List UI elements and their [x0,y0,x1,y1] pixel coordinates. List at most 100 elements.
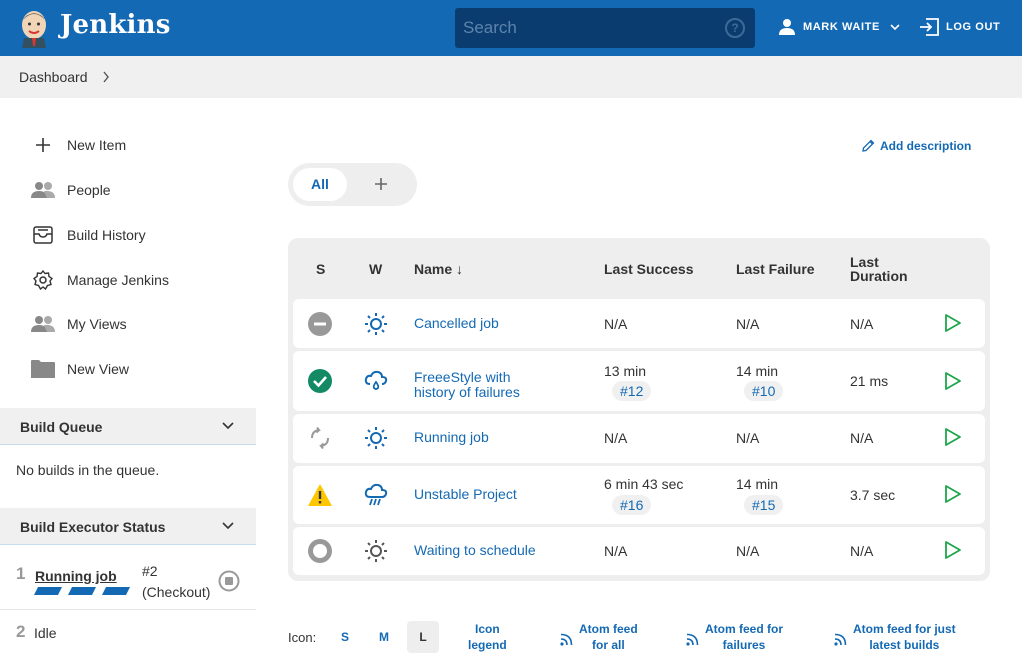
logout-link[interactable]: LOG OUT [918,18,1000,36]
add-description-label: Add description [880,139,972,153]
chevron-down-icon[interactable] [222,421,234,431]
executor-number: 2 [16,622,26,641]
job-link-freestyle[interactable]: FreeeStyle with history of failures [414,370,520,400]
add-description-link[interactable]: Add description [861,139,971,153]
task-build-history[interactable]: Build History [30,223,146,247]
icon-legend-link[interactable]: Icon legend [468,621,507,653]
job-link-waiting[interactable]: Waiting to schedule [414,542,536,558]
column-header-last-success[interactable]: Last Success [604,261,694,277]
rain-weather-icon[interactable] [364,369,388,393]
build-link[interactable]: #10 [744,381,784,401]
job-link-unstable[interactable]: Unstable Project [414,486,517,502]
column-header-status[interactable]: S [316,261,326,277]
executor-job-link[interactable]: Running job [35,568,117,584]
icon-size-label: Icon: [288,630,317,645]
build-link[interactable]: #15 [744,495,784,515]
unstable-status-icon[interactable] [307,483,333,507]
success-status-icon[interactable] [308,369,332,393]
people-icon [30,178,56,202]
breadcrumb-dashboard[interactable]: Dashboard [19,69,88,85]
column-header-name[interactable]: Name ↓ [414,261,463,277]
last-failure: 14 min [736,363,779,379]
task-manage-jenkins[interactable]: Manage Jenkins [30,268,169,292]
atom-feed-failures-link[interactable]: Atom feed for failures [686,621,783,653]
column-header-last-duration[interactable]: Last Duration [850,255,908,283]
task-new-item[interactable]: New Item [30,133,126,157]
table-row: Waiting to schedule N/A N/A N/A [293,527,985,575]
executor-progress-bar [34,587,130,595]
column-header-last-duration-line-1: Last [850,254,879,270]
help-icon[interactable]: ? [725,18,745,38]
icon-size-m[interactable]: M [379,630,389,644]
atom-feed-latest-link[interactable]: Atom feed for just latest builds [834,621,956,653]
gear-icon [30,268,56,292]
build-history-icon [30,223,56,247]
table-row: Unstable Project 6 min 43 sec #16 14 min… [293,466,985,524]
task-label: New View [67,361,129,377]
user-menu[interactable]: MARK WAITE [778,18,900,36]
chevron-down-icon[interactable] [222,521,234,531]
chevron-right-icon[interactable] [102,71,110,83]
add-view-icon[interactable] [371,174,391,194]
icon-size-l[interactable]: L [407,621,439,653]
atom-feed-latest-line-2: latest builds [869,638,940,652]
sunny-weather-icon[interactable] [364,312,388,336]
jobs-table: S W Name ↓ Last Success Last Failure Las… [288,238,990,581]
running-status-icon[interactable] [308,426,332,450]
column-header-last-duration-line-2: Duration [850,268,908,284]
last-success: 6 min 43 sec [604,476,684,492]
executor-status-header[interactable]: Build Executor Status [0,508,256,545]
last-success: N/A [604,430,628,446]
atom-feed-failures-line-2: failures [722,638,766,652]
stop-build-icon[interactable] [218,570,240,592]
atom-feed-all-line-2: for all [592,638,625,652]
last-failure: 14 min [736,476,779,492]
jenkins-logo-icon[interactable] [18,8,50,48]
build-queue-header[interactable]: Build Queue [0,408,256,445]
aborted-status-icon[interactable] [308,312,332,336]
atom-feed-all-line-1: Atom feed [579,622,638,636]
plus-icon [30,133,56,157]
job-link-cancelled[interactable]: Cancelled job [414,315,499,331]
job-link-running[interactable]: Running job [414,429,489,445]
schedule-build-icon[interactable] [943,313,963,333]
last-success: 13 min [604,363,647,379]
storm-weather-icon[interactable] [364,483,388,507]
icon-size-s[interactable]: S [340,630,349,644]
table-row: Cancelled job N/A N/A N/A [293,299,985,348]
column-header-last-failure[interactable]: Last Failure [736,261,815,277]
build-link[interactable]: #16 [612,495,652,515]
column-header-weather[interactable]: W [369,261,383,277]
search-input[interactable] [455,8,755,48]
build-link[interactable]: #12 [612,381,652,401]
last-duration: N/A [850,316,874,332]
schedule-build-icon[interactable] [943,484,963,504]
executor-build-number[interactable]: #2 [142,563,158,579]
brand-title[interactable]: Jenkins [60,10,171,40]
not-built-status-icon[interactable] [308,539,332,563]
last-duration: N/A [850,543,874,559]
task-new-view[interactable]: New View [30,357,129,381]
task-label: My Views [67,316,127,332]
pencil-icon [862,139,875,152]
sunny-weather-icon[interactable] [364,426,388,450]
view-tabs: All [288,163,417,206]
tab-all[interactable]: All [293,168,347,201]
executor-number: 1 [16,564,26,583]
task-my-views[interactable]: My Views [30,312,127,336]
atom-feed-latest-line-1: Atom feed for just [853,622,956,636]
atom-feed-all-link[interactable]: Atom feed for all [560,621,638,653]
logout-icon [920,18,939,36]
atom-feed-failures-line-1: Atom feed for [705,622,783,636]
rss-feed-icon [686,633,699,646]
user-name: MARK WAITE [803,21,880,33]
schedule-build-icon[interactable] [943,540,963,560]
sunny-weather-icon[interactable] [364,539,388,563]
schedule-build-icon[interactable] [943,427,963,447]
build-queue-title: Build Queue [20,419,103,435]
schedule-build-icon[interactable] [943,371,963,391]
task-people[interactable]: People [30,178,111,202]
chevron-down-icon[interactable] [890,22,900,32]
search-box: ? [455,8,755,48]
table-row: FreeeStyle with history of failures 13 mi… [293,351,985,411]
